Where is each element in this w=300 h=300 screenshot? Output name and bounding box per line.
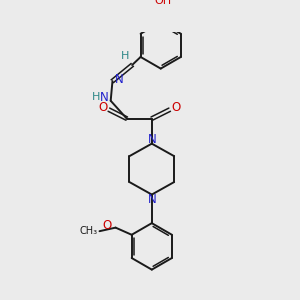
Text: N: N: [115, 73, 124, 86]
Text: O: O: [102, 219, 111, 232]
Text: O: O: [171, 101, 181, 114]
Text: N: N: [147, 193, 156, 206]
Text: H: H: [121, 51, 129, 61]
Text: O: O: [98, 101, 107, 114]
Text: OH: OH: [154, 0, 171, 6]
Text: N: N: [147, 133, 156, 146]
Text: N: N: [100, 91, 109, 104]
Text: H: H: [92, 92, 100, 102]
Text: CH₃: CH₃: [80, 226, 98, 236]
